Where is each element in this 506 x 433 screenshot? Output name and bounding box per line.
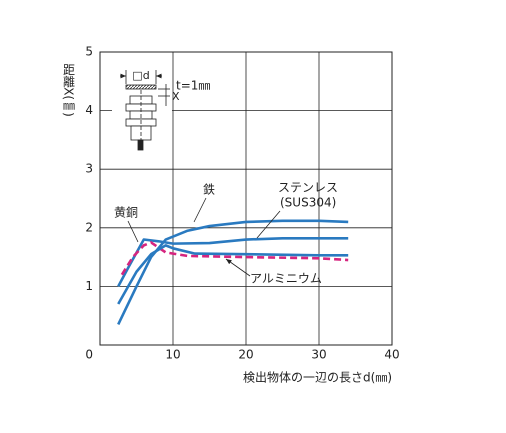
series-line <box>117 244 349 305</box>
series-line <box>117 219 349 326</box>
leader <box>256 210 281 239</box>
series-label: ステンレス <box>278 181 338 195</box>
x-tick-label: 30 <box>311 348 326 362</box>
y-tick-label: 4 <box>85 103 93 117</box>
x-tick-label: 0 <box>85 348 93 362</box>
leader <box>127 220 139 243</box>
y-tick-label: 1 <box>85 279 93 293</box>
inset-label: t=1㎜ <box>176 79 210 93</box>
leader <box>193 197 207 223</box>
x-tick-label: 40 <box>384 348 399 362</box>
y-tick-label: 2 <box>85 220 93 234</box>
inset-label: X <box>172 90 180 103</box>
series-line <box>120 241 349 276</box>
series-line <box>117 237 349 288</box>
x-axis-label: 検出物体の一辺の長さd(㎜) <box>243 371 392 385</box>
y-tick-label: 3 <box>85 162 93 176</box>
inset-diagram <box>112 62 172 156</box>
leader <box>225 258 251 277</box>
series-label: アルミニウム <box>250 272 322 286</box>
series-label: 鉄 <box>203 182 215 197</box>
y-axis-label: 距離X(㎜) <box>62 63 76 117</box>
y-tick-label: 5 <box>85 45 93 59</box>
x-tick-label: 10 <box>165 348 180 362</box>
series-note: (SUS304) <box>280 196 336 210</box>
series-label: 黄銅 <box>114 206 138 220</box>
inset-label: □d <box>132 69 149 82</box>
plot-area: 1 2 3 4 5 0 10 20 30 40 <box>85 45 399 362</box>
x-tick-label: 20 <box>238 348 253 362</box>
plot-frame <box>99 51 393 346</box>
